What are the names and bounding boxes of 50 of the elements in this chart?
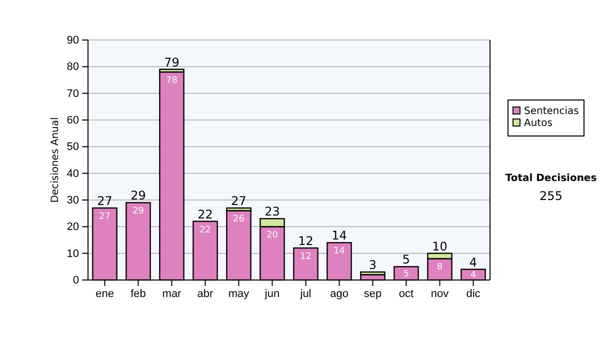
text: Total Decisiones (505, 173, 597, 184)
y-tick-label: 70 (66, 88, 79, 100)
total-label: 23 (264, 204, 280, 219)
y-tick-label: 20 (66, 221, 79, 234)
x-tick-label: abr (197, 288, 214, 300)
x-tick-label: ene (96, 288, 114, 300)
total-label: 12 (298, 234, 314, 248)
total-label: 79 (164, 55, 180, 70)
total-label: 4 (469, 255, 478, 270)
total-label: 5 (402, 252, 410, 267)
x-tick-label: nov (430, 288, 450, 300)
data-label: 26 (233, 214, 245, 225)
data-label: 29 (132, 206, 144, 217)
text: 255 (540, 189, 562, 203)
y-tick-label: 10 (66, 248, 79, 260)
total-label: 27 (97, 194, 112, 208)
y-tick-label: 90 (66, 34, 79, 47)
x-tick-label: oct (398, 288, 414, 300)
x-tick-label: jun (264, 288, 280, 300)
total-label: 10 (432, 239, 448, 254)
y-axis-title: Decisiones Anual (50, 117, 61, 203)
data-label: 20 (266, 230, 278, 241)
total-label: 22 (198, 207, 213, 222)
legend-label: Autos (524, 118, 552, 129)
x-tick-label: feb (130, 288, 146, 300)
y-tick-label: 50 (66, 141, 79, 154)
y-tick-label: 40 (66, 168, 79, 180)
total-label: 29 (130, 188, 146, 203)
total-label: 27 (231, 194, 246, 208)
y-tick-label: 80 (66, 61, 79, 74)
data-label: 27 (99, 212, 110, 222)
data-label: 8 (436, 262, 443, 273)
x-tick-label: mar (162, 288, 182, 300)
y-tick-label: 0 (72, 274, 79, 287)
data-label: 5 (403, 269, 410, 280)
legend-label: Sentencias (524, 106, 579, 117)
x-tick-label: may (228, 288, 250, 300)
data-label: 78 (166, 76, 178, 86)
total-label: 14 (332, 228, 347, 243)
data-label: 12 (300, 252, 312, 262)
y-tick-label: 60 (66, 114, 79, 127)
data-label: 14 (334, 246, 346, 257)
data-label: 22 (200, 225, 211, 236)
total-label: 3 (368, 258, 377, 272)
x-tick-label: ago (330, 288, 348, 300)
x-tick-label: sep (364, 288, 382, 300)
x-tick-label: jul (299, 288, 312, 300)
x-tick-label: dic (466, 288, 481, 300)
y-tick-label: 30 (66, 194, 79, 207)
data-label: 4 (470, 270, 476, 281)
